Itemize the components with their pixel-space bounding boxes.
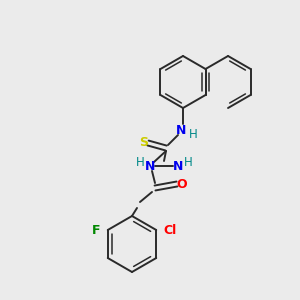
Text: H: H — [136, 155, 144, 169]
Text: Cl: Cl — [164, 224, 177, 236]
Text: F: F — [92, 224, 100, 236]
Text: N: N — [145, 160, 155, 172]
Text: N: N — [173, 160, 183, 172]
Text: H: H — [184, 155, 192, 169]
Text: S: S — [140, 136, 148, 148]
Text: N: N — [176, 124, 186, 136]
Text: H: H — [189, 128, 197, 140]
Text: O: O — [177, 178, 187, 190]
